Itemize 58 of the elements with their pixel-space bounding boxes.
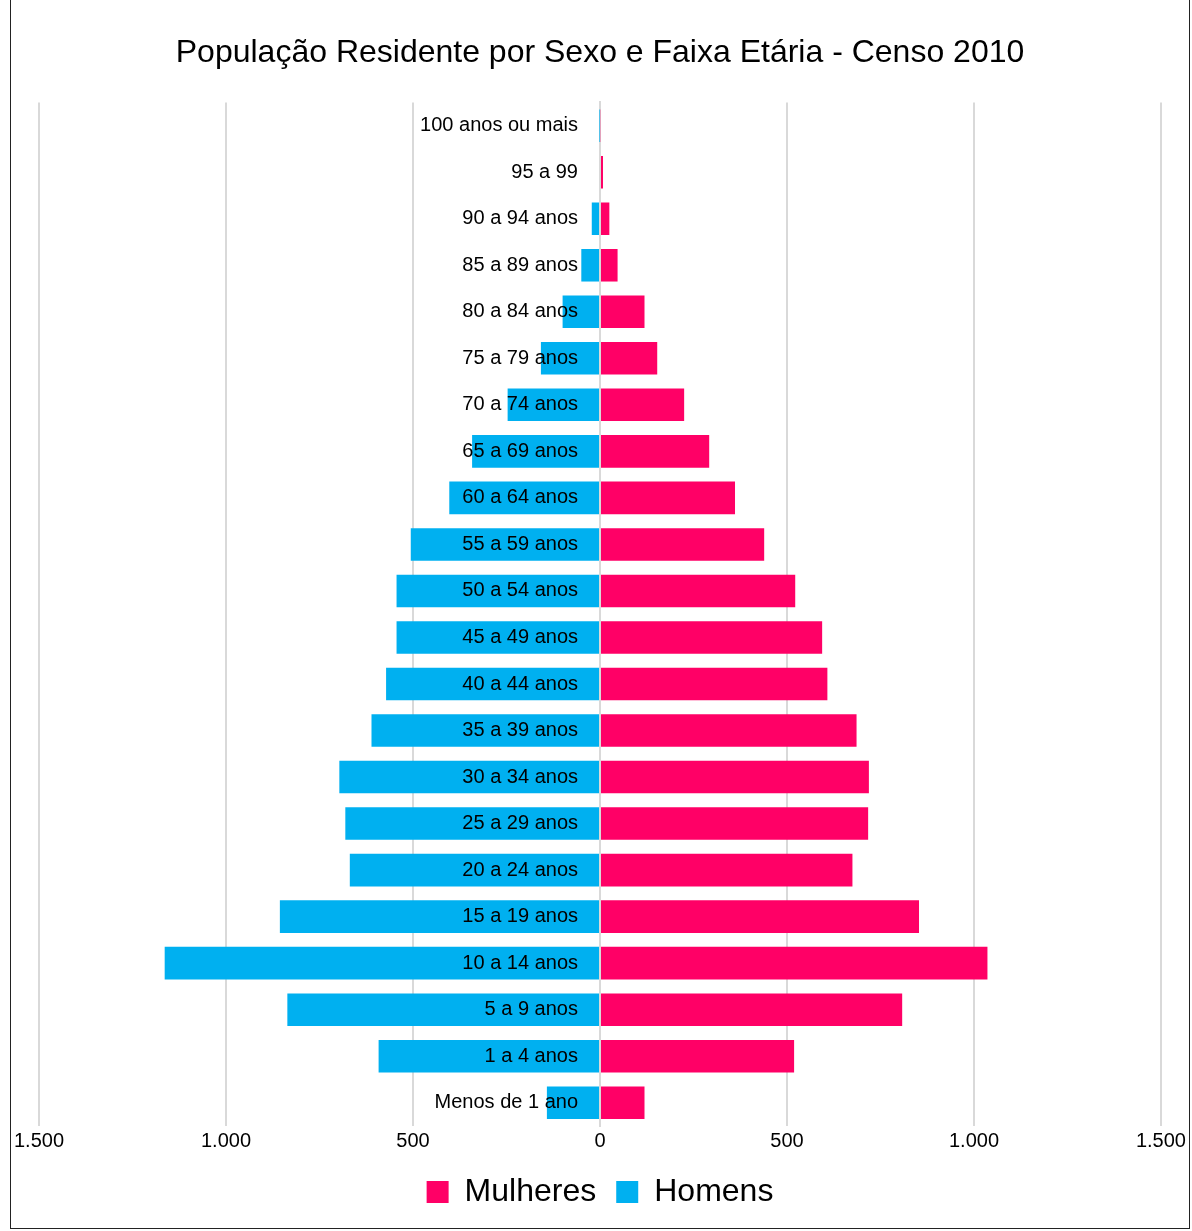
y-tick-label: 40 a 44 anos xyxy=(462,671,578,694)
bar xyxy=(349,853,599,887)
y-tick-label: 60 a 64 anos xyxy=(462,485,578,508)
bar xyxy=(279,900,599,933)
y-tick-label: 35 a 39 anos xyxy=(462,718,578,741)
y-tick-label: 55 a 59 anos xyxy=(462,531,578,554)
bar xyxy=(601,993,903,1026)
bar xyxy=(601,481,736,515)
bar xyxy=(601,807,869,840)
y-tick-label: 5 a 9 anos xyxy=(484,997,578,1020)
y-tick-label: 25 a 29 anos xyxy=(462,811,578,834)
bar xyxy=(601,248,618,282)
bar xyxy=(601,760,869,794)
bar xyxy=(601,667,828,701)
bar xyxy=(601,528,765,561)
bar xyxy=(601,621,823,654)
bar xyxy=(601,295,645,329)
bar xyxy=(581,248,599,282)
x-tick-label: 1.000 xyxy=(200,1128,252,1151)
x-tick-label: 1.500 xyxy=(13,1128,65,1151)
x-tick-label: 1.500 xyxy=(1135,1128,1187,1151)
x-tick-label: 500 xyxy=(770,1128,804,1151)
bar xyxy=(339,760,599,794)
x-tick-label: 0 xyxy=(594,1128,606,1151)
legend-label: Homens xyxy=(654,1171,774,1208)
bar xyxy=(345,807,599,840)
y-tick-label: 95 a 99 xyxy=(511,159,578,182)
bar xyxy=(601,1086,645,1120)
bar xyxy=(287,993,599,1026)
y-tick-label: 30 a 34 anos xyxy=(462,764,578,787)
y-tick-label: 85 a 89 anos xyxy=(462,252,578,275)
y-tick-label: 45 a 49 anos xyxy=(462,624,578,647)
bar xyxy=(164,946,599,980)
bar xyxy=(601,435,710,468)
bar xyxy=(601,900,920,933)
bar xyxy=(396,621,599,654)
bar xyxy=(601,946,988,980)
bar xyxy=(601,342,658,375)
bar xyxy=(378,1039,599,1073)
x-tick-label: 1.000 xyxy=(948,1128,1000,1151)
x-tick-label: 500 xyxy=(396,1128,430,1151)
bar xyxy=(601,202,610,235)
bar xyxy=(601,714,857,747)
y-tick-label: 90 a 94 anos xyxy=(462,206,578,229)
bar xyxy=(601,574,796,608)
bar xyxy=(601,853,853,887)
y-tick-label: 10 a 14 anos xyxy=(462,950,578,973)
bar xyxy=(601,388,685,422)
y-tick-label: 15 a 19 anos xyxy=(462,904,578,927)
y-tick-label: 1 a 4 anos xyxy=(484,1043,578,1066)
bar xyxy=(371,714,599,747)
y-tick-label: 20 a 24 anos xyxy=(462,857,578,880)
y-tick-label: 50 a 54 anos xyxy=(462,578,578,601)
y-tick-label: 100 anos ou mais xyxy=(420,113,578,136)
bar xyxy=(601,1039,795,1073)
legend-label: Mulheres xyxy=(464,1171,597,1208)
bar xyxy=(591,202,599,235)
chart-title: População Residente por Sexo e Faixa Etária - Censo 2010 xyxy=(175,33,1025,70)
